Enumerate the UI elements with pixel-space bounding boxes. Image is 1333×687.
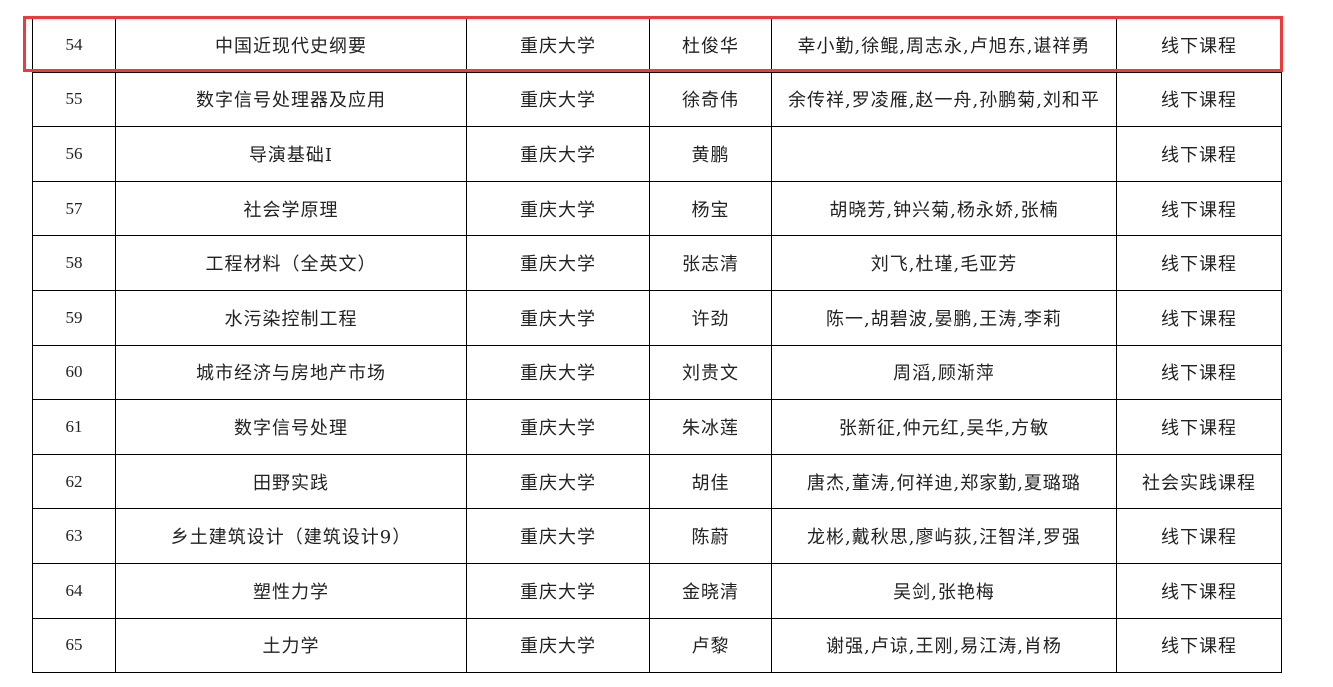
row-number: 59 [32,289,116,346]
course-leader: 徐奇伟 [649,71,772,128]
course-type: 线下课程 [1116,617,1282,674]
university: 重庆大学 [466,18,650,73]
course-leader: 许劲 [649,289,772,346]
table-row: 64 塑性力学 重庆大学 金晓清 吴剑,张艳梅 线下课程 [32,562,1282,619]
university: 重庆大学 [466,126,650,182]
team-members: 吴剑,张艳梅 [771,562,1117,619]
row-number: 63 [32,508,116,564]
course-leader: 卢黎 [649,617,772,674]
row-number: 62 [32,453,116,510]
team-members [771,126,1117,182]
course-name: 水污染控制工程 [115,289,467,346]
row-number: 56 [32,126,116,182]
course-type: 线下课程 [1116,126,1282,182]
course-name: 田野实践 [115,453,467,510]
row-number: 57 [32,180,116,237]
course-leader: 金晓清 [649,562,772,619]
university: 重庆大学 [466,235,650,291]
table-row: 60 城市经济与房地产市场 重庆大学 刘贵文 周滔,顾渐萍 线下课程 [32,344,1282,401]
row-number: 61 [32,399,116,455]
table-row: 56 导演基础Ⅰ 重庆大学 黄鹏 线下课程 [32,126,1282,182]
team-members: 张新征,仲元红,吴华,方敏 [771,399,1117,455]
course-name: 城市经济与房地产市场 [115,344,467,401]
course-leader: 张志清 [649,235,772,291]
row-number: 54 [32,18,116,73]
course-leader: 朱冰莲 [649,399,772,455]
university: 重庆大学 [466,617,650,674]
team-members: 周滔,顾渐萍 [771,344,1117,401]
course-type: 线下课程 [1116,344,1282,401]
course-name: 乡土建筑设计（建筑设计9） [115,508,467,564]
team-members: 龙彬,戴秋思,廖屿荻,汪智洋,罗强 [771,508,1117,564]
course-type: 线下课程 [1116,399,1282,455]
team-members: 幸小勤,徐鲲,周志永,卢旭东,谌祥勇 [771,18,1117,73]
university: 重庆大学 [466,344,650,401]
table-row: 54 中国近现代史纲要 重庆大学 杜俊华 幸小勤,徐鲲,周志永,卢旭东,谌祥勇 线下课程 [32,18,1282,73]
university: 重庆大学 [466,289,650,346]
row-number: 64 [32,562,116,619]
course-name: 土力学 [115,617,467,674]
course-name: 数字信号处理 [115,399,467,455]
team-members: 胡晓芳,钟兴菊,杨永娇,张楠 [771,180,1117,237]
course-leader: 胡佳 [649,453,772,510]
course-name: 中国近现代史纲要 [115,18,467,73]
course-leader: 黄鹏 [649,126,772,182]
university: 重庆大学 [466,399,650,455]
university: 重庆大学 [466,562,650,619]
course-leader: 刘贵文 [649,344,772,401]
course-name: 数字信号处理器及应用 [115,71,467,128]
course-type: 线下课程 [1116,289,1282,346]
row-number: 60 [32,344,116,401]
table-row: 62 田野实践 重庆大学 胡佳 唐杰,董涛,何祥迪,郑家勤,夏璐璐 社会实践课程 [32,453,1282,510]
course-type: 线下课程 [1116,18,1282,73]
course-leader: 杨宝 [649,180,772,237]
team-members: 陈一,胡碧波,晏鹏,王涛,李莉 [771,289,1117,346]
row-number: 65 [32,617,116,674]
team-members: 刘飞,杜瑾,毛亚芳 [771,235,1117,291]
table-row: 61 数字信号处理 重庆大学 朱冰莲 张新征,仲元红,吴华,方敏 线下课程 [32,399,1282,455]
course-type: 线下课程 [1116,562,1282,619]
table-row: 57 社会学原理 重庆大学 杨宝 胡晓芳,钟兴菊,杨永娇,张楠 线下课程 [32,180,1282,237]
course-type: 社会实践课程 [1116,453,1282,510]
course-name: 社会学原理 [115,180,467,237]
course-type: 线下课程 [1116,71,1282,128]
university: 重庆大学 [466,71,650,128]
course-type: 线下课程 [1116,235,1282,291]
university: 重庆大学 [466,180,650,237]
course-name: 工程材料（全英文） [115,235,467,291]
university: 重庆大学 [466,453,650,510]
course-name: 导演基础Ⅰ [115,126,467,182]
course-leader: 杜俊华 [649,18,772,73]
university: 重庆大学 [466,508,650,564]
table-row: 63 乡土建筑设计（建筑设计9） 重庆大学 陈蔚 龙彬,戴秋思,廖屿荻,汪智洋,罗强 线下… [32,508,1282,564]
course-table: 54 中国近现代史纲要 重庆大学 杜俊华 幸小勤,徐鲲,周志永,卢旭东,谌祥勇 线下课程 5… [32,18,1282,674]
table-row: 58 工程材料（全英文） 重庆大学 张志清 刘飞,杜瑾,毛亚芳 线下课程 [32,235,1282,291]
table-row: 65 土力学 重庆大学 卢黎 谢强,卢谅,王刚,易江涛,肖杨 线下课程 [32,617,1282,674]
team-members: 唐杰,董涛,何祥迪,郑家勤,夏璐璐 [771,453,1117,510]
row-number: 55 [32,71,116,128]
row-number: 58 [32,235,116,291]
course-type: 线下课程 [1116,180,1282,237]
course-name: 塑性力学 [115,562,467,619]
course-type: 线下课程 [1116,508,1282,564]
table-row: 59 水污染控制工程 重庆大学 许劲 陈一,胡碧波,晏鹏,王涛,李莉 线下课程 [32,289,1282,346]
team-members: 谢强,卢谅,王刚,易江涛,肖杨 [771,617,1117,674]
team-members: 余传祥,罗凌雁,赵一舟,孙鹏菊,刘和平 [771,71,1117,128]
course-leader: 陈蔚 [649,508,772,564]
table-row: 55 数字信号处理器及应用 重庆大学 徐奇伟 余传祥,罗凌雁,赵一舟,孙鹏菊,刘和平 线下… [32,71,1282,128]
